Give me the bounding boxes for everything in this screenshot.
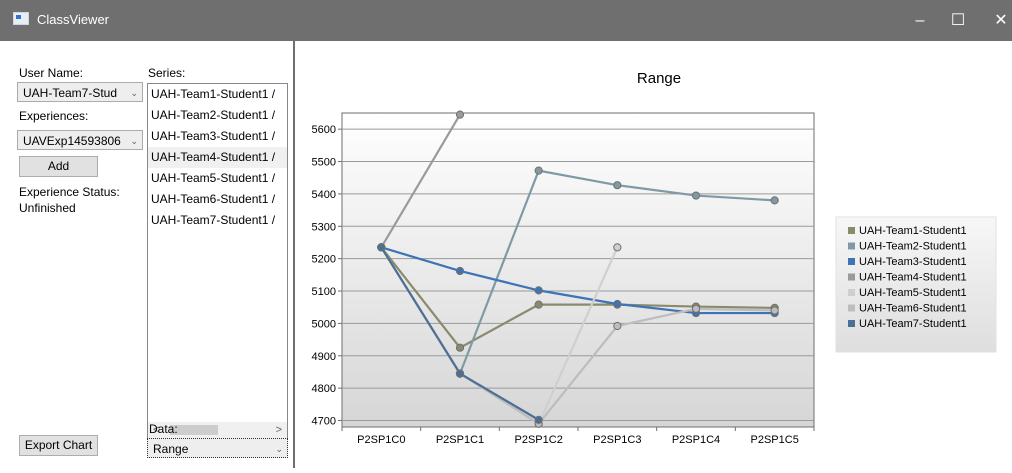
series-item[interactable]: UAH-Team5-Student1 / — [151, 171, 276, 185]
legend: UAH-Team1-Student1 UAH-Team2-Student1 UAH-… — [835, 216, 997, 353]
user-name-value: UAH-Team7-Stud — [23, 86, 118, 100]
user-name-dropdown[interactable]: UAH-Team7-Stud ⌄ — [17, 82, 143, 102]
y-tick-label: 5500 — [312, 157, 336, 169]
data-point — [455, 369, 465, 378]
data-dropdown[interactable]: Range ⌄ — [147, 438, 288, 458]
minimize-button[interactable]: – — [915, 12, 925, 29]
export-chart-button[interactable]: Export Chart — [19, 435, 98, 456]
data-value: Range — [153, 442, 189, 456]
experiences-value: UAVExp14593806 — [23, 134, 121, 148]
series-lines — [380, 114, 775, 426]
series-item[interactable]: UAH-Team3-Student1 / — [151, 129, 276, 143]
legend-box — [835, 216, 997, 353]
data-point — [534, 415, 543, 424]
scroll-right-icon[interactable]: > — [275, 424, 282, 436]
control-panel: User Name: UAH-Team7-Stud ⌄ Experiences:… — [0, 41, 295, 468]
x-tick-label: P2SP1C2 — [515, 434, 563, 446]
y-tick-label: 5300 — [312, 221, 336, 233]
grid-lines — [342, 128, 814, 422]
legend-label: UAH-Team6-Student1 — [859, 303, 967, 315]
y-tick-label: 5200 — [312, 254, 336, 266]
y-axis: 4700 4800 4900 5000 5100 5200 5300 5400 5500 5600 — [312, 124, 342, 428]
series-list[interactable]: UAH-Team1-Student1 / UAH-Team2-Student1 … — [147, 83, 288, 423]
data-point — [613, 321, 622, 331]
series-line-1 — [380, 246, 775, 350]
maximize-button[interactable]: ☐ — [950, 12, 966, 29]
data-point — [534, 166, 543, 175]
legend-label: UAH-Team4-Student1 — [859, 272, 967, 284]
legend-swatch — [848, 242, 855, 250]
chevron-down-icon: ⌄ — [130, 136, 138, 146]
chevron-down-icon: ⌄ — [275, 444, 283, 454]
experiences-dropdown[interactable]: UAVExp14593806 ⌄ — [17, 130, 143, 150]
data-point — [455, 343, 465, 352]
legend-label: UAH-Team2-Student1 — [859, 241, 967, 253]
legend-label: UAH-Team3-Student1 — [859, 256, 967, 268]
data-point — [534, 300, 543, 309]
add-button[interactable]: Add — [19, 156, 98, 177]
title-bar: ClassViewer – ☐ ✕ — [0, 0, 1012, 41]
data-point — [613, 299, 622, 309]
x-tick-label: P2SP1C4 — [672, 434, 720, 446]
data-point — [377, 243, 386, 252]
chart-title: Range — [637, 70, 681, 87]
data-point — [534, 286, 543, 295]
legend-swatch — [848, 289, 855, 296]
legend-swatch — [848, 304, 855, 312]
data-point — [691, 191, 701, 200]
y-tick-label: 5100 — [312, 286, 336, 298]
legend-label: UAH-Team1-Student1 — [859, 225, 967, 237]
series-item[interactable]: UAH-Team2-Student1 / — [151, 108, 276, 122]
close-button[interactable]: ✕ — [994, 12, 1008, 29]
series-item[interactable]: UAH-Team7-Student1 / — [151, 213, 276, 227]
data-point — [691, 304, 701, 313]
data-point — [613, 243, 622, 252]
range-chart: Range 4700 4800 4900 5000 5100 5200 5300 5400 55… — [312, 70, 997, 446]
scroll-thumb[interactable] — [170, 425, 218, 435]
chart-area: Range 4700 4800 4900 5000 5100 5200 5300 5400 55… — [295, 41, 1012, 468]
series-line-4 — [380, 114, 461, 248]
scroll-left-icon[interactable]: < — [153, 424, 160, 436]
y-tick-label: 4700 — [312, 416, 336, 428]
data-label: Data: — [149, 422, 178, 436]
x-tick-label: P2SP1C1 — [436, 434, 484, 446]
y-tick-label: 5000 — [312, 318, 336, 330]
experiences-label: Experiences: — [19, 109, 89, 123]
series-line-3 — [381, 246, 775, 315]
legend-label: UAH-Team7-Student1 — [859, 318, 967, 330]
x-axis: P2SP1C0 P2SP1C1 P2SP1C2 P2SP1C3 P2SP1C4 P2SP1… — [341, 427, 815, 446]
series-item-selected[interactable]: UAH-Team4-Student1 / — [148, 147, 287, 168]
series-points — [377, 110, 779, 428]
data-point — [455, 266, 465, 276]
legend-label: UAH-Team5-Student1 — [859, 287, 967, 299]
series-item[interactable]: UAH-Team6-Student1 / — [151, 192, 276, 206]
y-tick-label: 4900 — [312, 351, 336, 363]
data-point — [770, 306, 779, 315]
data-point — [613, 181, 622, 190]
legend-swatch — [848, 320, 855, 327]
app-icon — [13, 12, 29, 25]
data-point — [455, 110, 465, 119]
series-label: Series: — [148, 66, 186, 80]
plot-area — [341, 112, 815, 428]
chevron-down-icon: ⌄ — [130, 88, 138, 98]
series-item[interactable]: UAH-Team1-Student1 / — [151, 87, 276, 101]
x-tick-label: P2SP1C0 — [357, 434, 405, 446]
window-title: ClassViewer — [37, 12, 110, 27]
data-point — [770, 196, 779, 205]
experience-status-label: Experience Status: — [19, 185, 120, 199]
y-tick-label: 5400 — [312, 189, 336, 201]
experience-status-value: Unfinished — [19, 201, 76, 215]
x-tick-label: P2SP1C5 — [751, 434, 799, 446]
legend-swatch — [848, 258, 855, 265]
legend-swatch — [848, 227, 855, 234]
user-name-label: User Name: — [19, 66, 84, 80]
y-tick-label: 5600 — [312, 124, 336, 136]
y-tick-label: 4800 — [312, 383, 336, 395]
x-tick-label: P2SP1C3 — [593, 434, 641, 446]
legend-swatch — [848, 273, 855, 281]
